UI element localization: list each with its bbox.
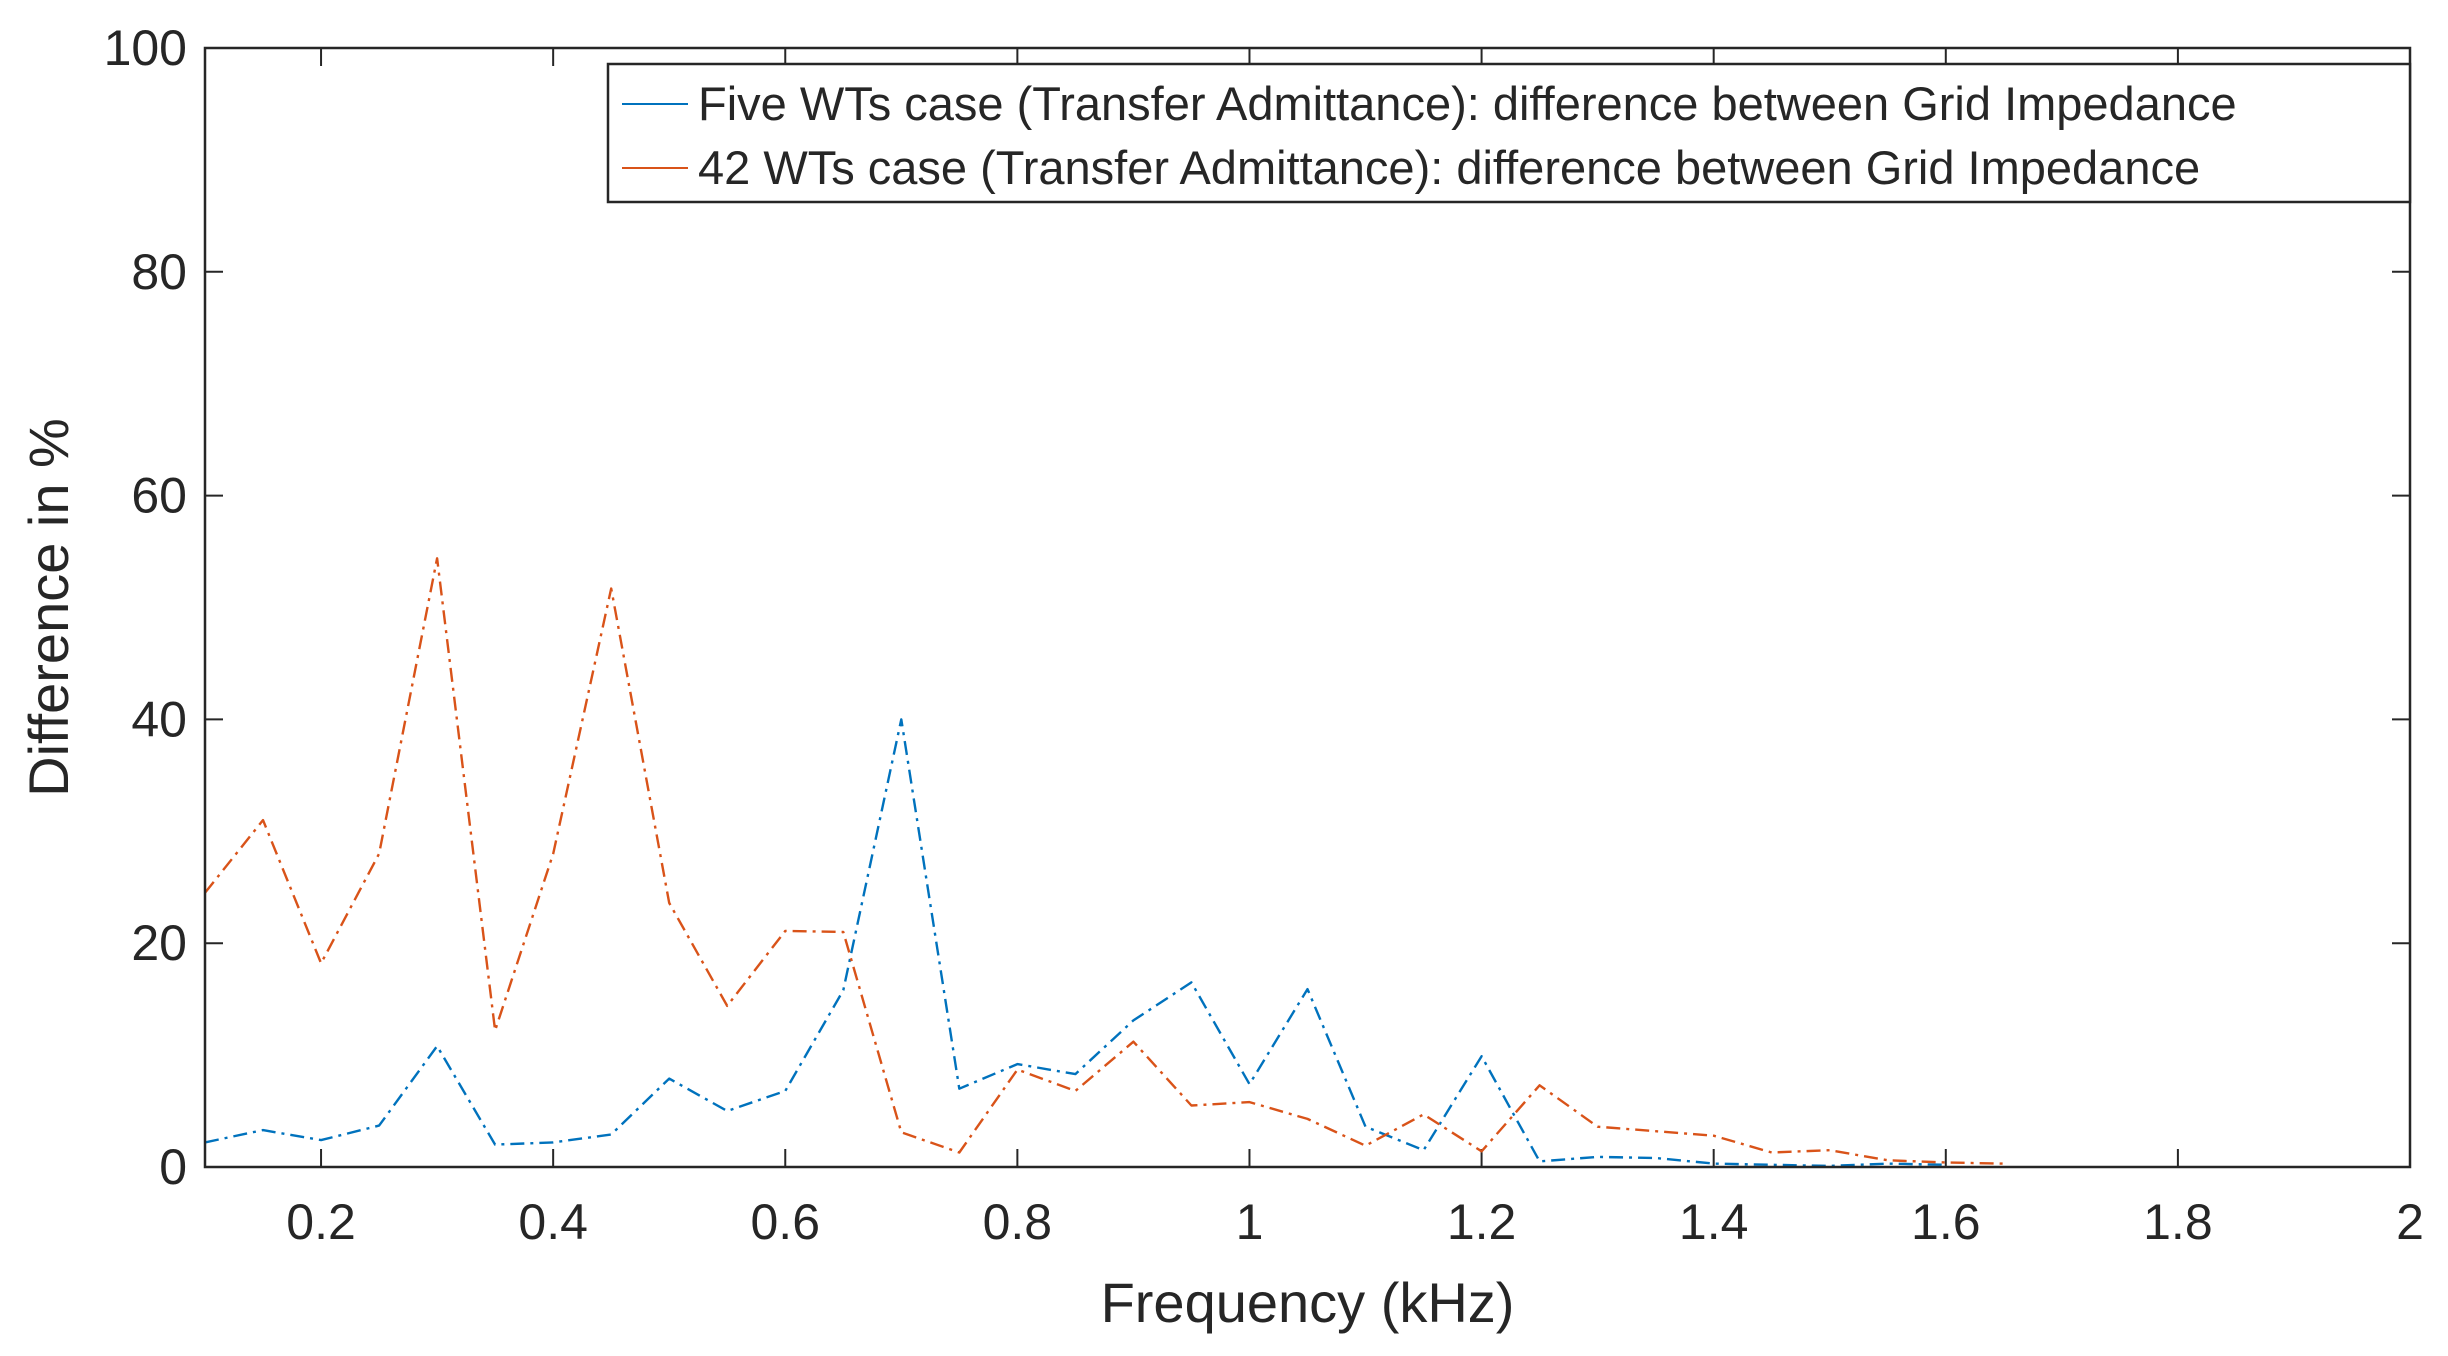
y-tick-label: 60 (131, 468, 187, 524)
x-tick-label: 0.6 (751, 1194, 821, 1250)
series-line-42-wts (204, 557, 2004, 1165)
y-tick-label: 20 (131, 915, 187, 971)
legend-label-42-wts: 42 WTs case (Transfer Admittance): diffe… (698, 141, 2200, 194)
x-tick-label: 1.6 (1911, 1194, 1981, 1250)
y-tick-label: 0 (159, 1139, 187, 1195)
x-tick-label: 1.8 (2143, 1194, 2213, 1250)
x-tick-label: 0.4 (518, 1194, 588, 1250)
legend-box (606, 62, 2412, 204)
series-lines (204, 557, 2004, 1168)
x-tick-label: 0.2 (286, 1194, 356, 1250)
x-tick-label: 1.4 (1679, 1194, 1749, 1250)
y-tick-label: 100 (104, 20, 187, 76)
x-tick-label: 2 (2396, 1194, 2424, 1250)
x-tick-label: 1.2 (1447, 1194, 1517, 1250)
y-tick-label: 80 (131, 244, 187, 300)
plot-area-frame (203, 46, 2412, 1169)
series-line-five-wts (204, 718, 1946, 1168)
legend-label-five-wts: Five WTs case (Transfer Admittance): dif… (698, 77, 2237, 130)
y-axis-title: Difference in % (17, 418, 80, 797)
x-tick-label: 0.8 (983, 1194, 1053, 1250)
x-axis-title: Frequency (kHz) (1101, 1271, 1515, 1334)
x-tick-label: 1 (1236, 1194, 1264, 1250)
legend: Five WTs case (Transfer Admittance): dif… (606, 62, 2412, 204)
y-tick-label: 40 (131, 691, 187, 747)
